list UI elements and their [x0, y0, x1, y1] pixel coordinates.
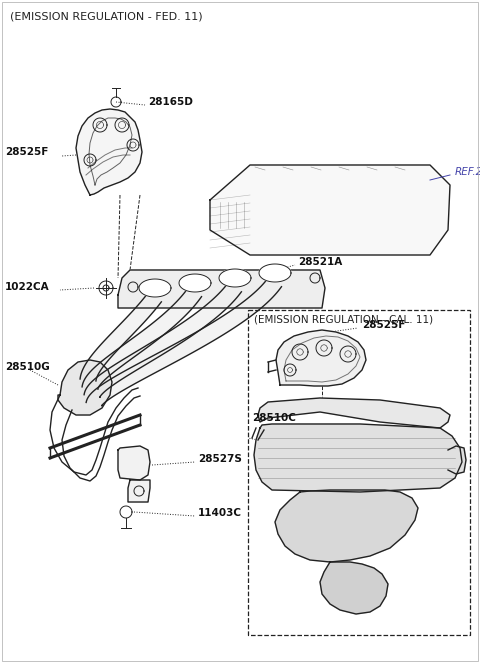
- Polygon shape: [58, 360, 112, 415]
- Polygon shape: [179, 274, 211, 292]
- Text: 28521A: 28521A: [298, 257, 342, 267]
- Polygon shape: [76, 109, 142, 195]
- Polygon shape: [254, 424, 462, 492]
- Polygon shape: [320, 562, 388, 614]
- Text: 28527S: 28527S: [198, 454, 242, 464]
- Text: (EMISSION REGULATION - FED. 11): (EMISSION REGULATION - FED. 11): [10, 12, 202, 22]
- Polygon shape: [84, 282, 241, 397]
- Polygon shape: [259, 264, 291, 282]
- Text: 28525F: 28525F: [5, 147, 48, 157]
- Polygon shape: [118, 270, 325, 308]
- Polygon shape: [448, 446, 466, 474]
- Text: (EMISSION REGULATION - CAL. 11): (EMISSION REGULATION - CAL. 11): [254, 315, 433, 325]
- Polygon shape: [219, 269, 251, 287]
- Polygon shape: [258, 398, 450, 428]
- Polygon shape: [139, 279, 171, 297]
- Bar: [248, 310, 470, 635]
- Text: 28525F: 28525F: [362, 320, 406, 330]
- Polygon shape: [276, 330, 366, 386]
- Text: 11403C: 11403C: [198, 508, 242, 518]
- Text: 28165D: 28165D: [148, 97, 193, 107]
- Polygon shape: [275, 490, 418, 562]
- Polygon shape: [210, 165, 450, 255]
- Text: 28510G: 28510G: [5, 362, 50, 372]
- Polygon shape: [118, 446, 150, 480]
- Text: 1022CA: 1022CA: [5, 282, 49, 292]
- Polygon shape: [86, 277, 281, 406]
- Polygon shape: [82, 287, 202, 389]
- Polygon shape: [128, 480, 150, 502]
- Text: REF.20-221A: REF.20-221A: [455, 167, 480, 177]
- Polygon shape: [80, 292, 161, 381]
- Text: 28510C: 28510C: [252, 413, 296, 423]
